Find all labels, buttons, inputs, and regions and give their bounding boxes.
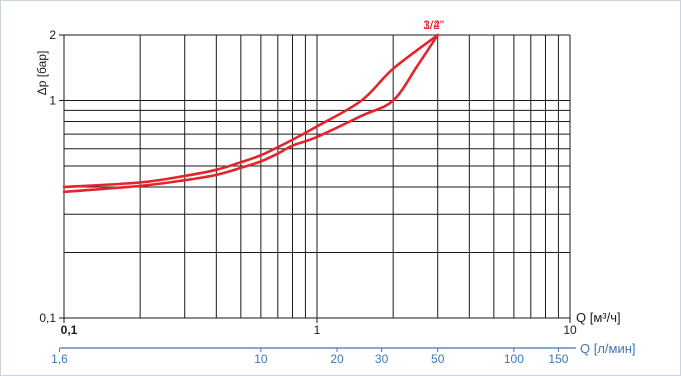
x-axis-label: Q [м³/ч]: [576, 310, 621, 325]
secondary-x-axis-label: Q [л/мин]: [580, 341, 636, 356]
secondary-x-tick-label: 10: [254, 352, 268, 366]
x-tick-label: 10: [563, 323, 577, 337]
x-tick-label: 1: [314, 323, 321, 337]
y-tick-label: 1: [49, 93, 56, 107]
series-line-half-inch: [62, 33, 440, 189]
secondary-x-tick-label: 150: [548, 352, 568, 366]
y-tick-label: 0,1: [39, 311, 56, 325]
x-tick-label: 0,1: [61, 323, 78, 337]
y-axis-label: Δp [бар]: [35, 51, 49, 96]
series-line-three-quarter-inch: [62, 33, 440, 194]
legend-label: 1/2": [423, 18, 444, 32]
secondary-x-tick-label: 50: [431, 352, 445, 366]
y-tick-label: 2: [49, 28, 56, 42]
secondary-x-tick-label: 100: [504, 352, 524, 366]
secondary-x-tick-label: 20: [330, 352, 344, 366]
secondary-x-tick-label: 1,6: [51, 352, 68, 366]
secondary-x-tick-label: 30: [375, 352, 389, 366]
legend-label: 3/4": [423, 18, 444, 32]
